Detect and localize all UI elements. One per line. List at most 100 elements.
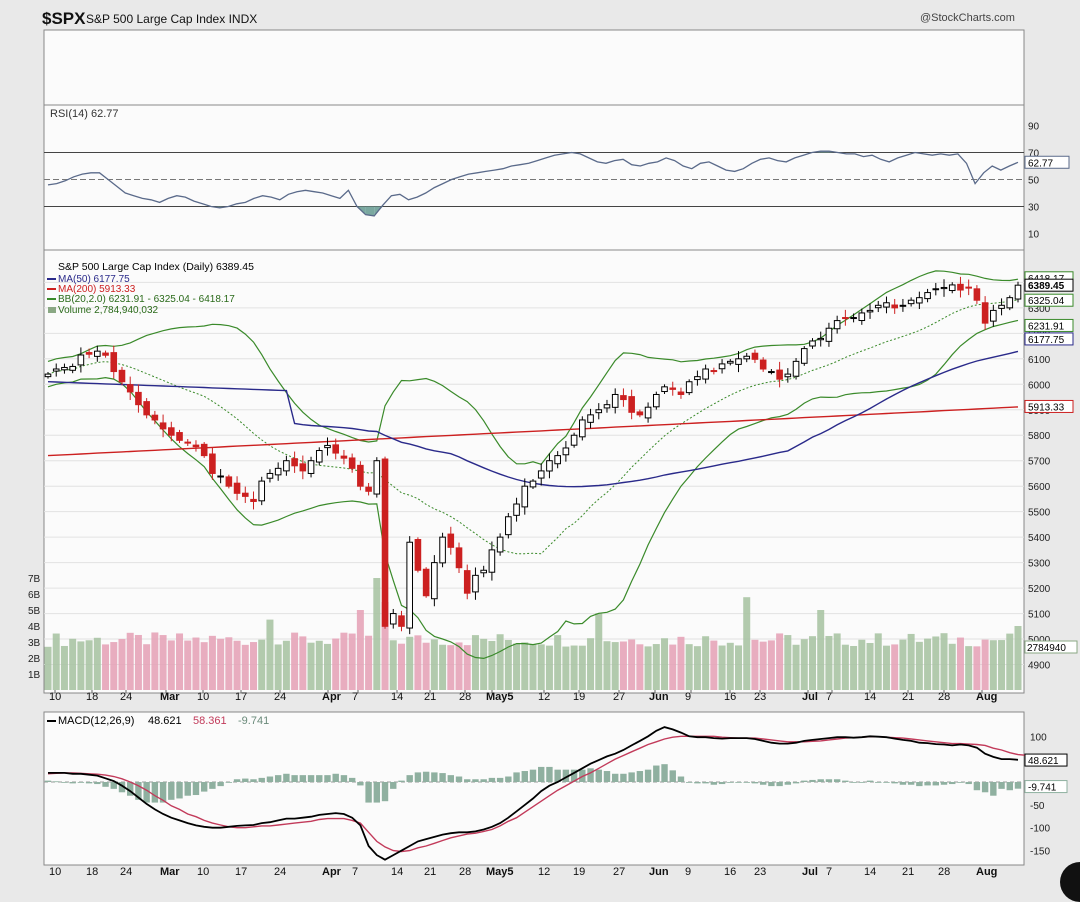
macd-hist-bar (842, 780, 849, 782)
macd-hist-bar (159, 782, 167, 803)
x-axis-label: 14 (864, 866, 876, 878)
macd-hist-bar (77, 782, 85, 783)
macd-hist-bar (151, 782, 159, 803)
x-axis-label: Apr (322, 691, 342, 703)
price-tick-label: 5700 (1028, 457, 1051, 468)
candle-body (636, 411, 644, 416)
candle-body (44, 373, 52, 378)
candle-body (233, 482, 241, 494)
ma50-legend: MA(50) 6177.75 (58, 274, 130, 285)
x-axis-label: 24 (120, 691, 132, 703)
x-axis-label: 12 (538, 866, 550, 878)
candle-body (587, 414, 594, 423)
candle-body (447, 533, 455, 548)
macd-hist-bar (891, 782, 898, 784)
candle-body (694, 376, 701, 381)
volume-bar (751, 639, 759, 690)
volume-bar (102, 644, 110, 690)
price-marker-box (1024, 293, 1074, 307)
candle-body (1006, 297, 1014, 309)
candle-body (1014, 284, 1022, 300)
volume-bar (126, 632, 134, 690)
volume-axis-label: 6B (28, 590, 41, 601)
x-axis-label: 10 (197, 866, 209, 878)
macd-hist-bar (242, 778, 249, 782)
candle-body (463, 570, 471, 594)
rsi-tick-label: 10 (1028, 230, 1040, 241)
candle-body (735, 358, 742, 365)
volume-marker-box (1024, 640, 1078, 654)
candle-body (579, 419, 586, 438)
macd-hist-bar (932, 782, 939, 786)
volume-bar (685, 644, 693, 690)
price-tick-label: 5300 (1028, 559, 1051, 570)
macd-hist-bar (620, 773, 627, 782)
volume-bar (924, 638, 932, 690)
volume-bar (587, 638, 595, 690)
rsi-tick-label: 90 (1028, 122, 1040, 133)
candle-body (266, 472, 274, 479)
candle-body (669, 387, 677, 390)
macd-hist-bar (792, 782, 800, 784)
price-marker-box (1024, 399, 1074, 413)
macd-hist-bar (718, 782, 726, 785)
candle-body (998, 304, 1005, 309)
x-axis-label: May5 (486, 691, 514, 703)
x-axis-label: 17 (235, 866, 247, 878)
x-axis-label: 17 (235, 691, 247, 703)
ma50-line (47, 350, 1019, 488)
macd-hist-bar (381, 782, 389, 802)
volume-bar (537, 644, 545, 690)
x-axis-label: 18 (86, 866, 98, 878)
price-marker-label: 6231.91 (1028, 321, 1065, 332)
candle-body (850, 317, 857, 320)
candle-body (628, 396, 635, 413)
candle-body (842, 317, 849, 320)
macd-hist-bar (102, 782, 109, 787)
volume-bar (208, 635, 216, 690)
candle-body (710, 370, 718, 373)
candle-body (406, 541, 413, 629)
volume-bar (726, 642, 734, 690)
instrument-name: S&P 500 Large Cap Index INDX (86, 12, 258, 26)
volume-bar (759, 641, 767, 690)
macd-hist-bar (85, 782, 93, 784)
macd-hist-bar (480, 779, 487, 782)
macd-tick-label: 100 (1030, 732, 1047, 743)
macd-hist-bar (348, 777, 356, 782)
rsi-tick-label: 50 (1028, 176, 1040, 187)
brand-label: @StockCharts.com (920, 12, 1015, 24)
macd-hist-bar (110, 782, 117, 789)
price-tick-label: 5200 (1028, 584, 1051, 595)
volume-axis-label: 5B (28, 606, 41, 617)
volume-bar (940, 633, 948, 690)
x-axis-label: 28 (938, 866, 950, 878)
candle-body (718, 363, 726, 370)
candle-body (118, 369, 126, 383)
volume-bar (250, 642, 258, 690)
macd-hist-bar (784, 782, 792, 785)
x-axis-label: 7 (826, 866, 832, 878)
macd-hist-bar (307, 775, 315, 782)
price-marker-label: 6418.17 (1028, 274, 1065, 285)
volume-bar (488, 640, 496, 690)
candle-body (389, 613, 397, 625)
volume-bar (389, 640, 397, 690)
price-tick-label: 5800 (1028, 431, 1051, 442)
volume-bar (784, 635, 792, 690)
candle-body (562, 447, 570, 456)
volume-bar (85, 640, 93, 690)
macd-hist-bar (283, 773, 290, 782)
x-axis-label: May5 (486, 866, 514, 878)
candle-body (776, 369, 783, 380)
macd-hist-bar (398, 780, 405, 782)
candle-body (792, 360, 800, 377)
price-tick-label: 5100 (1028, 610, 1051, 621)
price-legend-title: S&P 500 Large Cap Index (Daily) 6389.45 (58, 261, 254, 273)
volume-bar (439, 644, 447, 690)
macd-hist-bar (743, 782, 750, 783)
macd-hist-bar (357, 782, 364, 786)
volume-legend: Volume 2,784,940,032 (58, 305, 159, 316)
signal-legend-value: 58.361 (193, 715, 227, 727)
rsi-line (47, 150, 1019, 217)
